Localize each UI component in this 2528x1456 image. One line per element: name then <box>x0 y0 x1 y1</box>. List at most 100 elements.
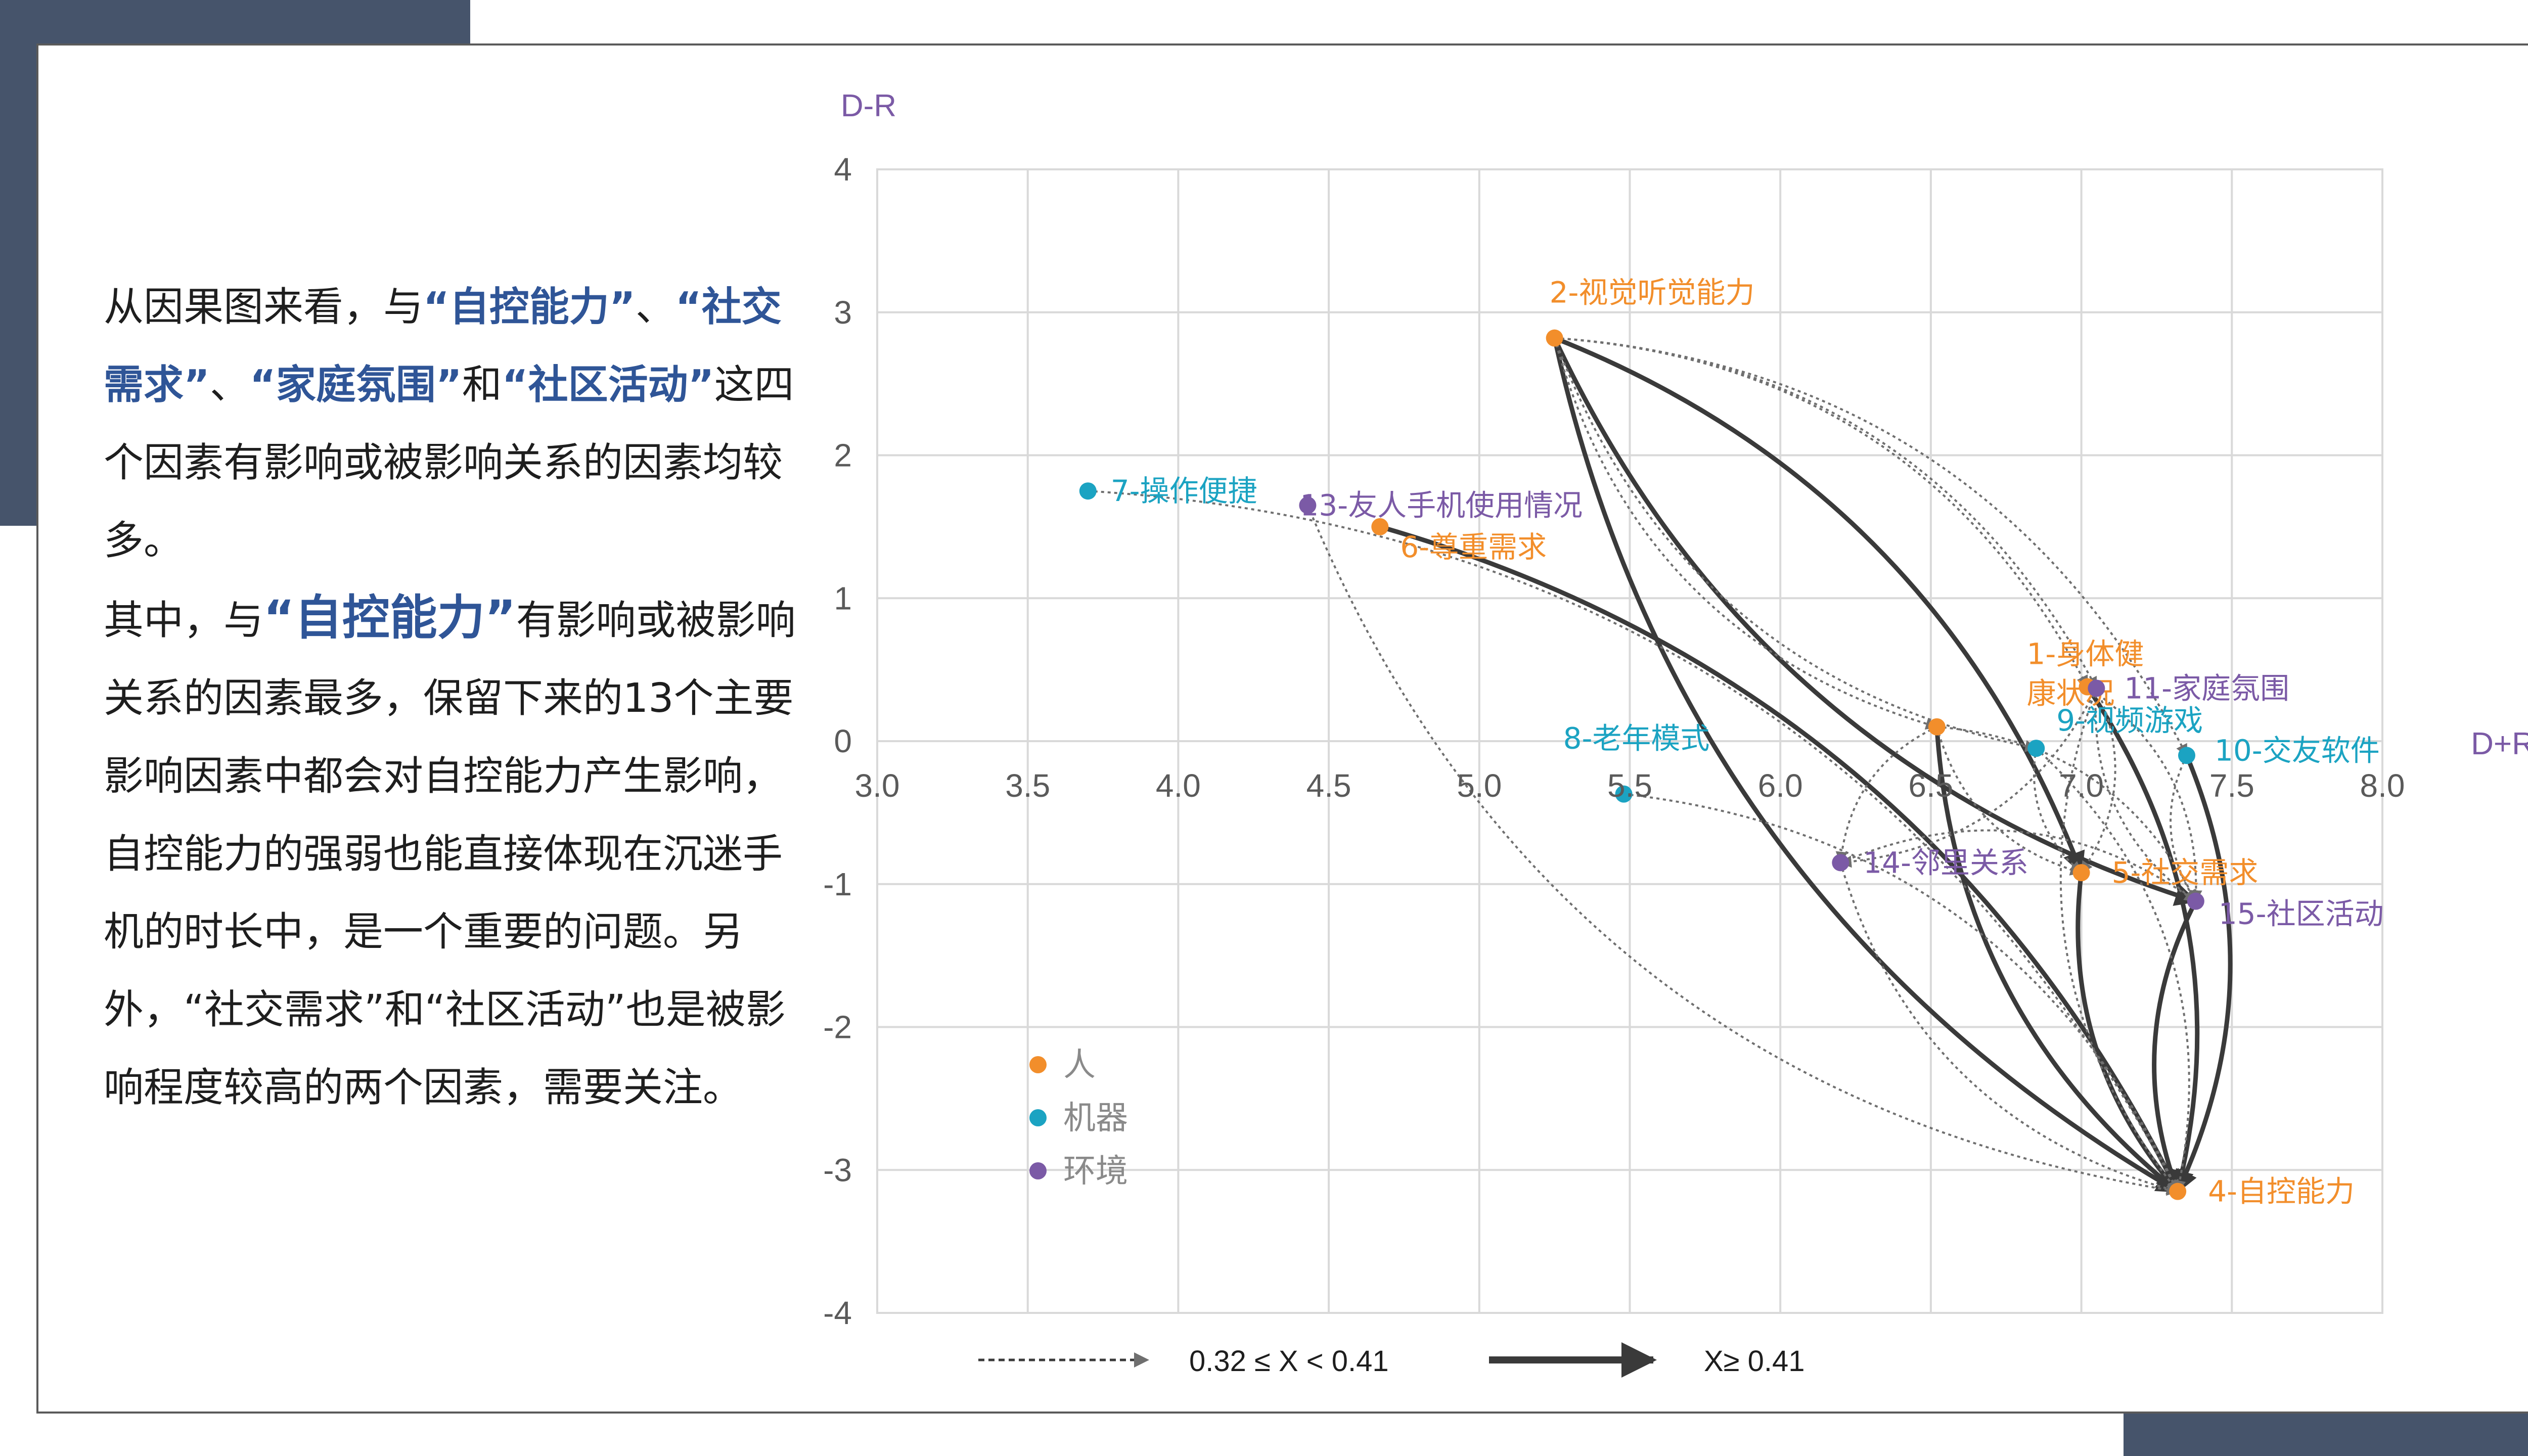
weak-edge <box>1554 337 2089 688</box>
node-label-7: 7-操作便捷 <box>1111 474 1257 508</box>
x-tick-label: 5.0 <box>1457 767 1502 804</box>
weak-edge <box>1935 726 2083 876</box>
y-tick-label: 4 <box>834 151 852 188</box>
node-label-6: 6-尊重需求 <box>1400 530 1547 564</box>
legend-label: 人 <box>1063 1046 1096 1084</box>
node-point-12 <box>1928 718 1946 736</box>
weak-edge <box>2087 686 2202 903</box>
x-axis-label: D+R <box>2471 726 2528 761</box>
node-label-15: 15-社区活动 <box>2219 897 2384 931</box>
node-point-15 <box>2187 892 2204 910</box>
legend-marker <box>1029 1109 1047 1126</box>
desc-text: 有影响或被影响关系的因素最多，保留下来的13个主要影响因素中都会对自控能力产生影… <box>104 597 796 1111</box>
node-label-8: 8-老年模式 <box>1563 721 1710 756</box>
node-point-2 <box>1546 329 1563 347</box>
desc-highlight: “社交需求” <box>104 284 782 408</box>
y-tick-label: 0 <box>834 723 852 759</box>
y-tick-label: -3 <box>823 1152 852 1188</box>
weak-edge <box>1936 725 2197 902</box>
description-text: 从因果图来看，与“自控能力”、“社交需求”、“家庭氛围”和“社区活动”这四个因素… <box>104 268 801 1126</box>
desc-text: 其中，与 <box>104 597 263 644</box>
strong-edge <box>1379 524 2180 1194</box>
node-point-7 <box>1079 482 1097 500</box>
node-point-13 <box>1299 496 1317 514</box>
x-tick-label: 7.0 <box>2059 767 2104 804</box>
node-label-2: 2-视觉听觉能力 <box>1550 276 1755 310</box>
weak-edge <box>1835 725 1937 864</box>
weak-edge <box>1554 337 2098 690</box>
strong-edge <box>2075 872 2180 1194</box>
node-label-9: 9-视频游戏 <box>2056 703 2203 738</box>
strong-edge <box>2085 686 2200 1194</box>
y-tick-label: 3 <box>834 294 852 331</box>
y-tick-label: -2 <box>823 1009 852 1045</box>
node-label-14: 14-邻里关系 <box>1863 845 2028 880</box>
node-point-9 <box>2027 740 2045 757</box>
x-tick-label: 6.0 <box>1758 767 1803 804</box>
desc-highlight: “社区活动” <box>502 361 714 408</box>
description-paragraph-2: 其中，与“自控能力”有影响或被影响关系的因素最多，保留下来的13个主要影响因素中… <box>104 579 801 1126</box>
strong-edge <box>1552 337 2180 1194</box>
strong-edge-legend-label: X≥ 0.41 <box>1704 1345 1805 1378</box>
node-point-8 <box>1615 785 1633 803</box>
weak-edge <box>1553 337 2038 752</box>
edge-layer <box>1088 336 2233 1196</box>
node-layer: 1-身体健康状况2-视觉听觉能力4-自控能力5-社交需求6-尊重需求7-操作便捷… <box>1079 276 2384 1209</box>
weak-edge <box>2094 688 2197 902</box>
x-tick-label: 7.5 <box>2209 767 2254 804</box>
desc-text: 和 <box>462 361 502 408</box>
weak-edge <box>1839 688 2098 868</box>
y-tick-label: -4 <box>823 1295 852 1331</box>
x-tick-label: 5.5 <box>1607 767 1652 804</box>
y-tick-label: 1 <box>834 580 852 616</box>
desc-text: 这四个因素有影响或被影响关系的因素均较多。 <box>104 361 794 564</box>
desc-highlight: “自控能力” <box>423 284 636 330</box>
x-tick-label: 3.0 <box>855 767 900 804</box>
desc-highlight: “家庭氛围” <box>249 361 462 408</box>
weak-edge <box>1306 505 2179 1196</box>
desc-highlight: “自控能力” <box>263 590 516 646</box>
node-point-6 <box>1371 518 1389 535</box>
weak-edge <box>2080 688 2116 874</box>
node-point-5 <box>2072 864 2090 882</box>
weak-edge <box>1088 490 2179 1193</box>
desc-text: 、 <box>209 361 250 408</box>
x-tick-label: 8.0 <box>2360 767 2405 804</box>
strong-edge <box>2152 900 2198 1194</box>
weak-edge <box>2035 747 2190 1193</box>
weak-edge <box>1623 793 2179 1193</box>
strong-edge <box>1553 336 2085 875</box>
grid-layer <box>876 168 2383 1314</box>
node-label-10: 10-交友软件 <box>2215 733 2380 767</box>
node-point-4 <box>2169 1182 2187 1200</box>
strong-edge <box>2176 754 2233 1194</box>
description-paragraph-1: 从因果图来看，与“自控能力”、“社交需求”、“家庭氛围”和“社区活动”这四个因素… <box>104 268 801 579</box>
legend-label: 环境 <box>1063 1153 1128 1190</box>
legend-marker <box>1029 1056 1047 1073</box>
weak-edge <box>2170 755 2197 902</box>
x-tick-label: 3.5 <box>1005 767 1050 804</box>
node-point-11 <box>2088 679 2105 697</box>
node-label-11: 11-家庭氛围 <box>2124 671 2289 705</box>
strong-edge <box>1934 726 2180 1194</box>
strong-edge <box>1552 337 2198 906</box>
weak-edge <box>2033 748 2083 874</box>
x-tick-label: 4.5 <box>1306 767 1351 804</box>
axis-layer: 3.0 3.5 4.0 4.5 5.0 5.5 6.0 6.5 7.0 7.5 8.0 4 3 2 1 0 -1… <box>823 88 2528 1331</box>
weak-edge-legend-label: 0.32 ≤ X < 0.41 <box>1189 1345 1389 1378</box>
legend-marker <box>1029 1162 1047 1179</box>
legend-label: 机器 <box>1063 1100 1128 1137</box>
node-label-13: 13-友人手机使用情况 <box>1300 488 1583 522</box>
node-point-10 <box>2178 747 2195 764</box>
desc-text: 从因果图来看，与 <box>104 284 423 330</box>
desc-text: 、 <box>635 284 675 330</box>
node-label-5: 5-社交需求 <box>2112 855 2259 890</box>
node-point-14 <box>1832 854 1849 872</box>
y-axis-label: D-R <box>841 88 896 123</box>
x-tick-label: 6.5 <box>1908 767 1953 804</box>
node-label-1: 1-身体健 <box>2027 637 2144 671</box>
x-tick-label: 4.0 <box>1156 767 1201 804</box>
y-tick-label: -1 <box>823 866 852 902</box>
